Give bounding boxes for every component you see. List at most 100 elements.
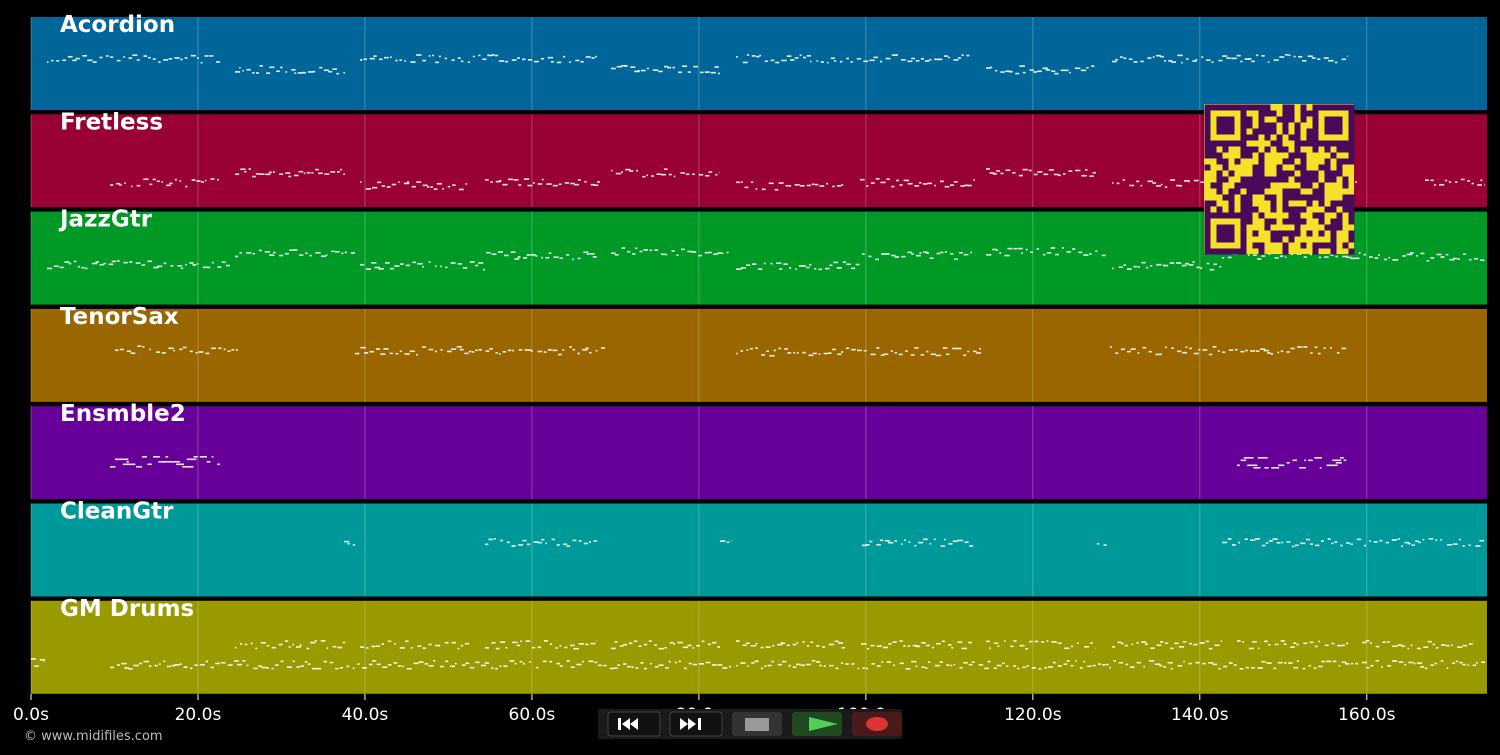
note: [744, 186, 749, 189]
qr-module: [1276, 140, 1283, 147]
note: [161, 352, 166, 354]
note: [205, 660, 208, 663]
note: [891, 541, 894, 544]
note: [1240, 60, 1243, 63]
note: [654, 644, 657, 646]
qr-module: [1282, 230, 1289, 237]
note: [660, 253, 666, 256]
note: [143, 660, 149, 663]
qr-module: [1336, 128, 1343, 135]
note: [923, 251, 928, 254]
play-button[interactable]: [792, 712, 842, 736]
note: [640, 69, 646, 72]
note: [298, 170, 304, 173]
note: [798, 265, 804, 267]
note: [1274, 257, 1279, 259]
note: [944, 55, 948, 57]
note: [503, 254, 509, 257]
record-button[interactable]: [852, 712, 902, 736]
stop-button[interactable]: [732, 712, 782, 736]
note: [308, 71, 314, 73]
note: [1341, 347, 1347, 350]
qr-module: [1258, 110, 1265, 117]
qr-module: [1336, 158, 1343, 165]
note: [746, 349, 749, 351]
note: [522, 662, 525, 665]
note: [129, 463, 136, 466]
note: [309, 254, 312, 257]
note: [1240, 459, 1247, 462]
note: [822, 646, 826, 648]
note: [285, 172, 291, 174]
note: [182, 466, 194, 468]
note: [163, 262, 167, 265]
note: [760, 646, 764, 649]
note: [482, 58, 487, 61]
note: [559, 257, 563, 260]
note: [236, 349, 238, 351]
note: [763, 262, 766, 265]
note: [142, 346, 145, 348]
note: [1440, 660, 1444, 662]
note: [1177, 54, 1183, 57]
note: [292, 643, 294, 646]
note: [129, 261, 133, 263]
note: [395, 59, 398, 62]
note: [740, 350, 744, 352]
note: [1205, 59, 1211, 62]
note: [1473, 257, 1479, 260]
qr-module: [1330, 152, 1337, 159]
note: [740, 267, 746, 269]
note: [773, 349, 776, 352]
note: [1460, 178, 1465, 181]
note: [379, 58, 383, 61]
note: [485, 350, 490, 352]
qr-module: [1270, 122, 1277, 129]
qr-module: [1234, 182, 1241, 189]
note: [1002, 662, 1005, 665]
note: [625, 168, 631, 171]
qr-module: [1216, 116, 1223, 123]
note: [537, 646, 542, 649]
note: [406, 667, 412, 670]
note: [480, 664, 487, 667]
qr-module: [1258, 242, 1265, 249]
note: [1392, 645, 1398, 648]
note: [310, 641, 316, 644]
note: [265, 667, 269, 669]
forward-button[interactable]: [669, 711, 723, 737]
note: [537, 541, 543, 544]
rewind-button[interactable]: [607, 711, 661, 737]
qr-module: [1210, 146, 1217, 153]
qr-module: [1318, 164, 1325, 171]
note: [478, 262, 484, 264]
note: [915, 645, 921, 648]
note: [500, 539, 504, 542]
qr-module: [1288, 158, 1295, 165]
note: [1061, 247, 1064, 249]
note: [619, 645, 624, 647]
note: [582, 348, 588, 351]
note: [311, 171, 314, 174]
note: [621, 171, 623, 173]
note: [1112, 182, 1114, 184]
note: [1046, 252, 1052, 254]
note: [614, 667, 618, 669]
note: [439, 665, 444, 668]
note: [967, 350, 970, 353]
note: [856, 349, 862, 352]
note: [1331, 542, 1334, 545]
note: [1417, 647, 1421, 650]
note: [1462, 663, 1466, 666]
note: [692, 663, 698, 666]
note: [394, 643, 396, 645]
note: [1066, 660, 1070, 662]
note: [1034, 640, 1039, 643]
note: [511, 59, 517, 61]
note: [465, 183, 468, 185]
note: [64, 261, 70, 263]
note: [929, 542, 932, 545]
note: [1420, 252, 1425, 255]
note: [881, 253, 887, 255]
note: [174, 57, 180, 59]
